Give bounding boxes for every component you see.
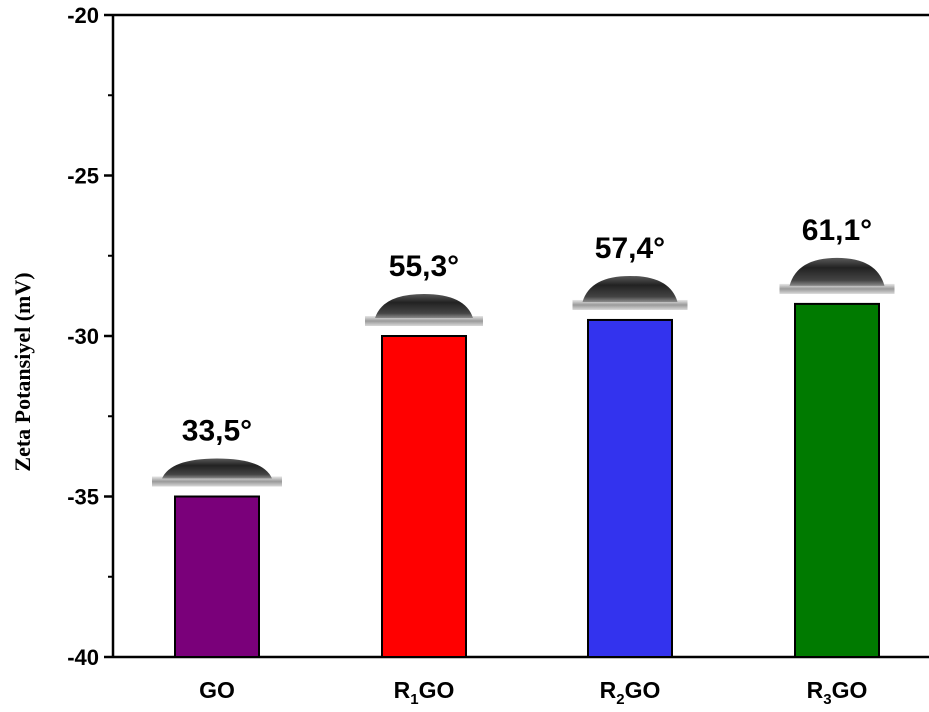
- droplet-shape: [375, 294, 473, 318]
- y-tick-label: -25: [67, 164, 99, 189]
- contact-angle-label: 55,3°: [389, 250, 459, 283]
- droplet-images: [152, 257, 895, 487]
- y-axis-ticks: -20 -25 -30 -35 -40: [67, 3, 113, 670]
- x-tick-label: R1GO: [394, 677, 455, 708]
- bar: [381, 335, 467, 658]
- contact-angle-label: 61,1°: [802, 214, 872, 247]
- y-tick-label: -30: [67, 324, 99, 349]
- bars-group: [174, 302, 880, 658]
- droplet-shape: [162, 458, 272, 479]
- droplet-substrate: [152, 476, 282, 487]
- y-tick-label: -40: [67, 645, 99, 670]
- droplet-substrate: [779, 283, 895, 294]
- y-axis-title: Zeta Potansiyel (mV): [10, 272, 35, 471]
- x-axis-labels: GO R1GO R2GO R3GO: [199, 677, 867, 708]
- bar: [794, 302, 880, 658]
- y-tick-label: -35: [67, 485, 99, 510]
- x-tick-label: R3GO: [807, 677, 868, 708]
- droplet-shape: [789, 257, 885, 286]
- droplet-substrate: [572, 299, 688, 310]
- droplet-substrate: [365, 316, 483, 326]
- x-tick-label: GO: [199, 677, 235, 703]
- droplet-shape: [582, 275, 678, 302]
- angle-annotations: 33,5° 55,3° 57,4° 61,1°: [182, 214, 872, 448]
- contact-angle-label: 57,4°: [595, 232, 665, 265]
- y-tick-label: -20: [67, 3, 99, 28]
- bar: [174, 495, 260, 658]
- x-tick-label: R2GO: [600, 677, 661, 708]
- bar: [587, 318, 673, 658]
- contact-angle-label: 33,5°: [182, 415, 252, 448]
